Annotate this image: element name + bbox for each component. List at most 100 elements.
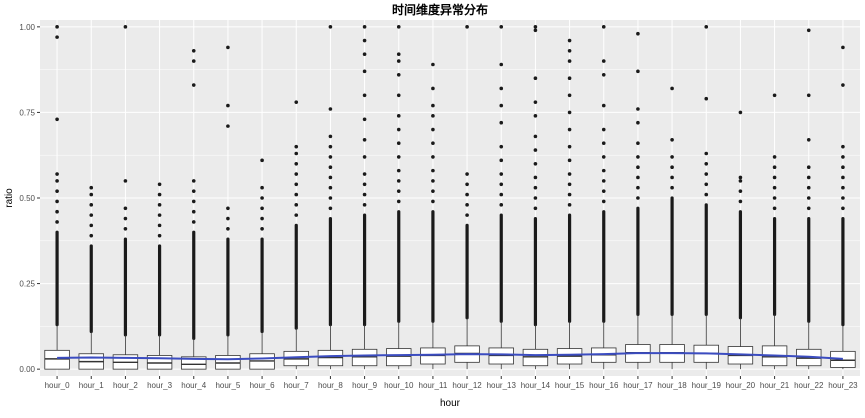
outlier-point [157, 192, 162, 197]
outlier-point [841, 206, 845, 211]
outlier-point [157, 203, 162, 207]
outlier-point [294, 172, 299, 176]
outlier-point [157, 233, 162, 238]
outlier-point [601, 189, 606, 193]
outlier-point [636, 185, 640, 190]
x-tick-label: hour_0 [45, 381, 70, 390]
outlier-point [191, 199, 196, 204]
outlier-point [601, 103, 606, 108]
outlier-point [431, 199, 435, 204]
x-tick-label: hour_11 [419, 381, 448, 390]
outlier-point [533, 100, 538, 104]
outlier-point [226, 103, 230, 108]
outlier-point [362, 172, 367, 176]
outlier-point [704, 96, 709, 101]
x-tick-label: hour_19 [692, 381, 722, 390]
outlier-point [567, 203, 572, 207]
outlier-point [533, 161, 538, 166]
outlier-point [55, 35, 59, 39]
outlier-point [396, 114, 401, 118]
outlier-point [841, 144, 845, 149]
outlier-point [806, 93, 811, 98]
outlier-point [328, 206, 333, 211]
x-tick-label: hour_15 [555, 381, 585, 390]
outlier-point [55, 209, 59, 214]
outlier-point [499, 86, 504, 91]
outlier-point [362, 182, 367, 187]
outlier-point [431, 86, 435, 91]
trend-line [57, 352, 843, 361]
outlier-point [841, 155, 845, 159]
outlier-point [55, 25, 59, 29]
outlier-point [191, 220, 196, 224]
outlier-point [567, 76, 572, 80]
x-tick-label: hour_17 [623, 381, 653, 390]
outlier-point [499, 62, 504, 67]
outlier-point [362, 69, 367, 74]
outlier-point [601, 72, 606, 77]
outlier-point [601, 127, 606, 132]
y-tick-label: 0.50 [19, 194, 35, 203]
outlier-point [123, 179, 128, 183]
outlier-point [431, 155, 435, 159]
outlier-point [89, 233, 94, 238]
outlier-point [362, 52, 367, 57]
outlier-point [465, 182, 469, 187]
outlier-point [499, 144, 504, 149]
x-tick-label: hour_4 [181, 381, 206, 390]
x-tick-label: hour_13 [487, 381, 517, 390]
outlier-point [704, 172, 709, 176]
outlier-point [738, 175, 743, 180]
outlier-point [567, 59, 572, 63]
outlier-point [362, 155, 367, 159]
outlier-point [636, 165, 640, 169]
outlier-point [738, 199, 743, 204]
outlier-point [260, 185, 264, 190]
y-axis-title: ratio [4, 188, 15, 208]
outlier-point [157, 223, 162, 228]
outlier-point [226, 206, 230, 211]
outlier-point [636, 155, 640, 159]
outlier-point [328, 165, 333, 169]
outlier-point [465, 25, 469, 29]
outlier-point [499, 182, 504, 187]
outlier-point [567, 110, 572, 115]
box-hour_8 [317, 25, 344, 370]
box-iqr [386, 348, 412, 367]
outlier-point [226, 216, 230, 221]
outlier-point [533, 114, 538, 118]
outlier-point [841, 196, 845, 200]
outlier-point [328, 134, 333, 139]
outlier-point [260, 196, 264, 200]
outlier-point [499, 203, 504, 207]
outlier-point [328, 25, 333, 29]
outlier-point [806, 28, 811, 33]
outlier-point [89, 223, 94, 228]
outlier-point [294, 100, 299, 104]
outlier-point [226, 124, 230, 128]
outlier-point [328, 185, 333, 190]
outlier-point [772, 93, 777, 98]
outlier-point [533, 175, 538, 180]
outlier-point [328, 144, 333, 149]
outlier-point [396, 127, 401, 132]
outlier-point [806, 175, 811, 180]
outlier-point [226, 45, 230, 50]
outlier-point [362, 138, 367, 142]
x-axis: hour_0 hour_1 hour_2 hour_3 hour_4 hour_5 hour… [45, 376, 858, 390]
outlier-point [362, 25, 367, 29]
outlier-point [738, 189, 743, 193]
outlier-point [772, 155, 777, 159]
outlier-point [601, 168, 606, 173]
outlier-point [533, 206, 538, 211]
outlier-point [55, 220, 59, 224]
outlier-point [191, 59, 196, 63]
box-iqr [830, 350, 856, 368]
outlier-point [636, 175, 640, 180]
outlier-point [670, 86, 674, 91]
outlier-point [260, 206, 264, 211]
box-hour_15 [556, 38, 583, 370]
box-hour_9 [351, 25, 378, 370]
outlier-point [499, 103, 504, 108]
